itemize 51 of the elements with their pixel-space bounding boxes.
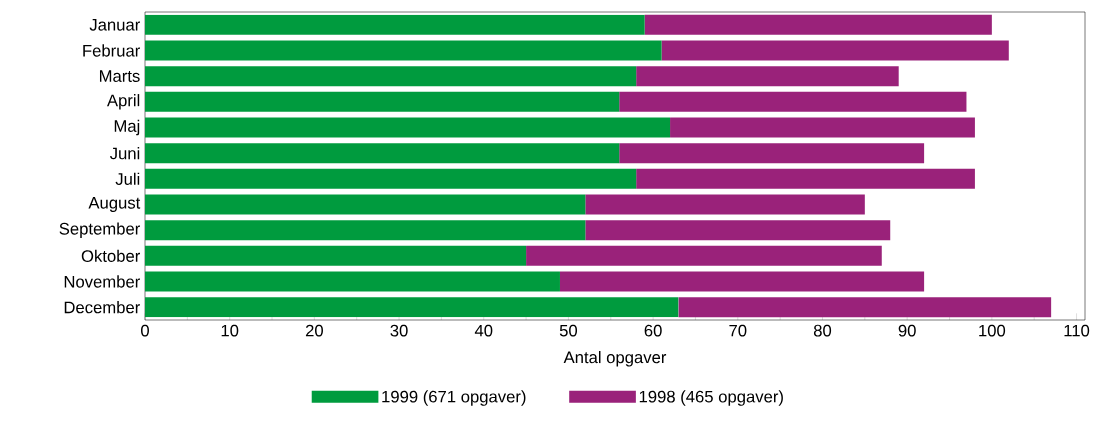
x-tick-label: 50 — [559, 324, 578, 337]
x-tick-label: 10 — [221, 324, 239, 337]
bar — [145, 168, 637, 189]
y-tick-label: Maj — [114, 119, 140, 136]
y-tick-label: November — [64, 275, 140, 288]
x-tick-label: 0 — [141, 324, 149, 337]
y-tick-label: August — [88, 197, 141, 212]
y-tick-label: April — [106, 94, 140, 110]
bar — [526, 245, 882, 266]
x-tick-label: 110 — [1064, 324, 1090, 337]
x-axis-title: Antal opgaver — [563, 350, 667, 367]
x-tick-label: 70 — [729, 324, 747, 337]
bar — [145, 271, 560, 292]
x-tick-label: 20 — [305, 324, 323, 337]
x-tick-label: 60 — [644, 324, 662, 337]
bar — [145, 220, 586, 241]
bar — [661, 40, 1009, 61]
bar — [636, 168, 975, 189]
bar — [559, 271, 925, 292]
x-tick-label: 80 — [813, 324, 832, 337]
bar — [670, 117, 975, 138]
bar — [145, 14, 645, 35]
bar — [145, 245, 527, 266]
legend-label: 1999 (671 opgaver) — [382, 390, 526, 406]
y-tick-label: Februar — [83, 44, 140, 57]
y-tick-label: Oktober — [81, 249, 141, 262]
bar — [145, 91, 620, 112]
y-tick-label: Januar — [89, 19, 140, 31]
bar — [636, 66, 899, 87]
bar — [145, 143, 620, 164]
x-tick-label: 90 — [898, 324, 916, 337]
legend-label: 1998 (465 opgaver) — [639, 390, 783, 406]
bar — [585, 220, 891, 241]
bar — [585, 194, 865, 215]
bar — [619, 91, 967, 112]
y-tick-label: September — [59, 222, 140, 238]
bar — [619, 143, 925, 164]
x-tick-label: 100 — [979, 324, 1006, 337]
bar — [678, 297, 1052, 318]
y-tick-label: Juni — [109, 147, 140, 160]
y-tick-label: December — [64, 301, 140, 314]
bar — [145, 117, 671, 138]
bar — [145, 66, 637, 87]
x-tick-label: 30 — [390, 324, 408, 337]
y-tick-label: Marts — [99, 70, 140, 82]
bar — [145, 194, 586, 215]
bar — [145, 297, 679, 318]
bar — [145, 40, 662, 61]
x-tick-label: 40 — [474, 324, 493, 337]
bar — [644, 14, 992, 35]
y-tick-label: Juli — [115, 172, 140, 185]
